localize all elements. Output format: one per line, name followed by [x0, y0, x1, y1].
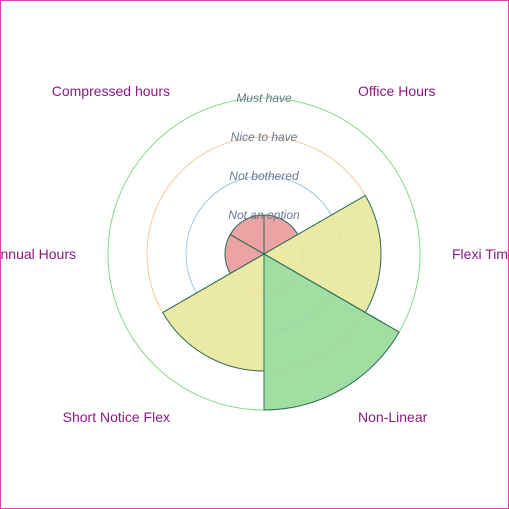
category-label-non-linear: Non-Linear: [358, 409, 428, 425]
ring-label-not-an-option: Not an option: [228, 208, 300, 222]
wedge-short-notice-flex[interactable]: [161, 253, 265, 372]
ring-label-not-bothered: Not bothered: [229, 169, 299, 183]
category-label-annual-hours: Annual Hours: [0, 246, 76, 262]
wedge-flexi-time[interactable]: [263, 194, 382, 314]
ring-label-must-have: Must have: [236, 91, 292, 105]
spoke-layer: [162, 195, 400, 410]
spoke-5: [229, 234, 265, 255]
category-label-flexi-time: Flexi Time: [452, 246, 509, 262]
category-label-compressed-hours: Compressed hours: [52, 83, 170, 99]
spoke-2: [263, 253, 400, 333]
spoke-1: [263, 195, 366, 255]
ring-label-nice-to-have: Nice to have: [231, 130, 298, 144]
spoke-4: [162, 253, 265, 313]
category-label-office-hours: Office Hours: [358, 83, 436, 99]
category-label-short-notice-flex: Short Notice Flex: [63, 409, 170, 425]
wedge-non-linear[interactable]: [263, 253, 400, 411]
wedge-layer: [161, 194, 400, 411]
